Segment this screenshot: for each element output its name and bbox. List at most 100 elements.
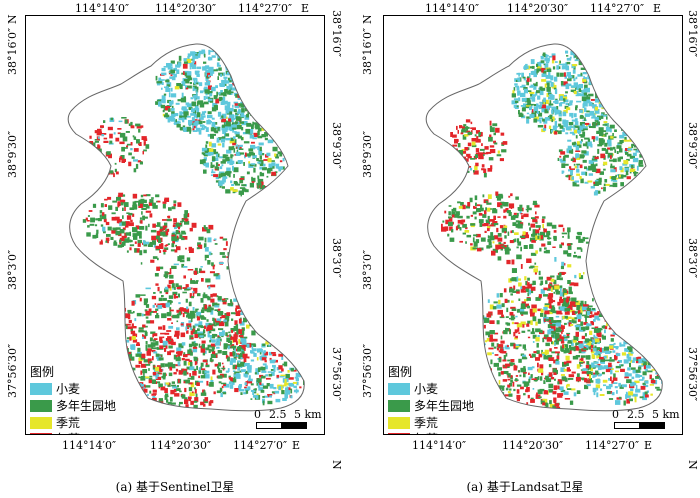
land-patch [467, 202, 471, 207]
land-patch [186, 218, 189, 223]
land-patch [131, 367, 136, 371]
land-patch [235, 324, 239, 329]
land-patch [130, 142, 133, 146]
land-patch [578, 60, 582, 66]
land-patch [270, 369, 275, 371]
land-patch [611, 78, 617, 83]
land-patch [546, 403, 549, 408]
land-patch [170, 87, 173, 92]
land-patch [514, 83, 518, 86]
land-patch [115, 335, 121, 339]
land-patch [105, 237, 110, 241]
land-patch [226, 312, 231, 316]
land-patch [240, 357, 244, 360]
land-patch [234, 103, 240, 108]
land-patch [457, 201, 461, 204]
land-patch [238, 103, 242, 106]
land-patch [563, 65, 569, 70]
land-patch [535, 225, 541, 228]
land-patch [160, 303, 164, 308]
land-patch [250, 87, 253, 93]
land-patch [125, 232, 131, 236]
land-patch [548, 298, 553, 304]
land-patch [496, 227, 499, 233]
land-patch [244, 73, 249, 78]
land-patch [501, 303, 505, 308]
land-patch [466, 234, 472, 238]
land-patch [563, 123, 568, 127]
land-patch [202, 227, 208, 232]
land-patch [586, 167, 590, 171]
land-patch [471, 127, 476, 131]
land-patch [542, 402, 546, 406]
land-patch [104, 198, 108, 201]
land-patch [173, 200, 177, 204]
land-patch [581, 326, 586, 331]
land-patch [185, 284, 189, 288]
land-patch [591, 308, 596, 310]
land-patch [619, 140, 624, 143]
land-patch [264, 365, 268, 370]
land-patch [638, 162, 641, 165]
land-patch [503, 241, 506, 245]
land-patch [545, 342, 550, 347]
land-patch [159, 336, 163, 342]
land-patch [561, 164, 565, 167]
land-patch [574, 165, 579, 169]
land-patch [174, 113, 179, 117]
land-patch [243, 80, 248, 85]
land-patch [664, 373, 669, 376]
land-patch [226, 116, 228, 119]
land-patch [282, 157, 285, 162]
land-patch [222, 154, 227, 159]
land-patch [562, 344, 564, 349]
land-patch [521, 97, 527, 102]
land-patch [231, 312, 236, 315]
land-patch [228, 331, 231, 334]
land-patch [587, 139, 591, 142]
land-patch [176, 313, 180, 319]
study-area-boundary [425, 43, 663, 412]
land-patch [214, 157, 219, 161]
land-patch [592, 168, 597, 172]
land-patch [642, 371, 647, 376]
land-patch [164, 275, 168, 279]
land-patch [101, 214, 107, 220]
land-patch [551, 329, 556, 335]
land-patch [201, 49, 206, 53]
land-patch [299, 363, 304, 367]
land-patch [523, 303, 529, 308]
land-patch [581, 314, 587, 317]
land-patch [548, 389, 554, 393]
land-patch [189, 373, 192, 377]
land-patch [582, 131, 586, 137]
land-patch [150, 331, 156, 334]
land-patch [480, 132, 483, 137]
land-patch [195, 127, 201, 132]
land-patch [517, 212, 519, 217]
land-patch [563, 361, 567, 365]
land-patch [558, 324, 563, 330]
land-patch [204, 258, 207, 261]
land-patch [231, 124, 236, 128]
land-patch [563, 96, 568, 101]
land-patch [500, 201, 505, 206]
land-patch [523, 77, 526, 81]
land-patch [139, 235, 142, 239]
land-patch [147, 358, 152, 363]
land-patch [567, 145, 572, 151]
land-patch [516, 246, 519, 249]
land-patch [132, 344, 136, 349]
land-patch [241, 126, 244, 131]
land-patch [200, 326, 206, 329]
land-patch [239, 385, 242, 390]
land-patch [563, 368, 568, 372]
land-patch [571, 339, 573, 344]
land-patch [257, 383, 261, 388]
land-patch [493, 346, 497, 349]
land-patch [198, 321, 203, 327]
land-patch [245, 363, 250, 366]
land-patch [222, 392, 227, 395]
land-patch [258, 85, 263, 90]
land-patch [536, 90, 540, 94]
